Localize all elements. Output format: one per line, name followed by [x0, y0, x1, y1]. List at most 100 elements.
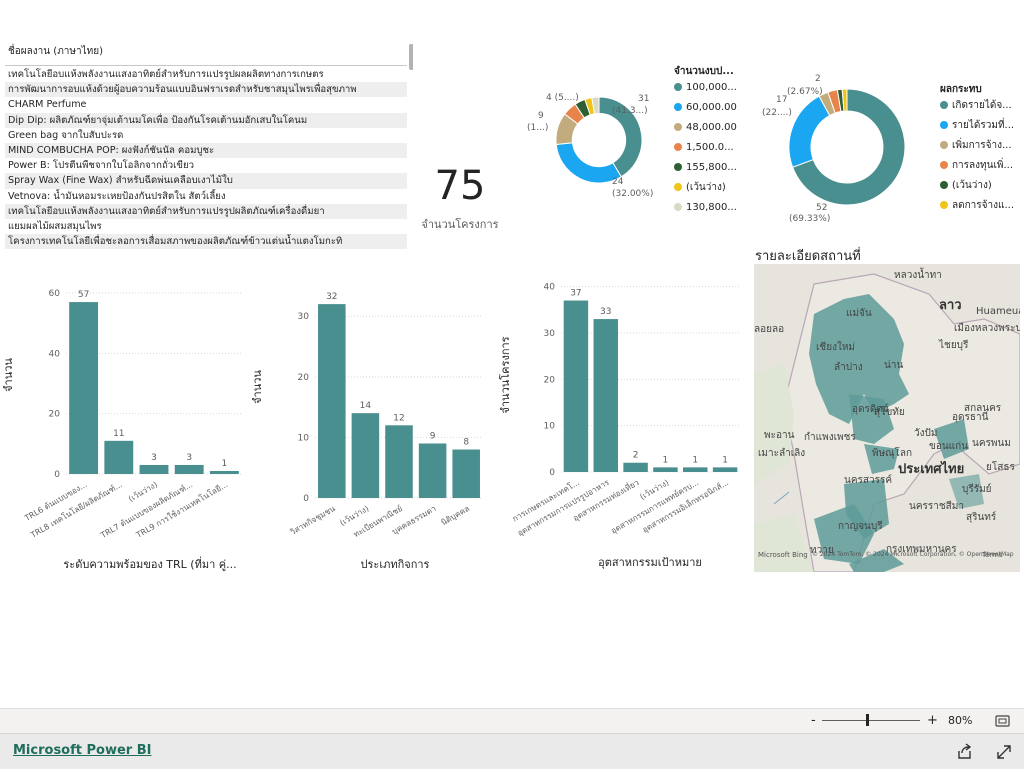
bing-logo: Microsoft Bing: [758, 551, 808, 559]
map-place-label: นครราชสีมา: [909, 501, 964, 512]
fullscreen-icon[interactable]: [995, 743, 1013, 761]
y-tick-label: 40: [544, 283, 556, 293]
legend-item[interactable]: เกิดรายได้จ...: [952, 99, 1012, 111]
table-row[interactable]: เทคโนโลยีอบแห้งพลังงานแสงอาทิตย์สำหรับกา…: [8, 69, 324, 80]
bar[interactable]: [418, 443, 447, 498]
donut-slice[interactable]: [791, 88, 906, 206]
donut2-label-a: 52: [816, 203, 827, 213]
table-row[interactable]: การพัฒนาการอบแห้งด้วยผู้อบความร้อนแบบอิน…: [5, 82, 407, 98]
zoom-slider-track[interactable]: [822, 720, 920, 721]
project-count-label: จำนวนโครงการ: [421, 218, 499, 231]
bar[interactable]: [683, 467, 708, 472]
map-place-label: เชียงใหม่: [816, 342, 856, 353]
map-place-label: ลอยลอ: [754, 324, 785, 335]
map-place-label: กรุงเทพมหานคร: [886, 544, 957, 555]
zoom-in-button[interactable]: +: [927, 713, 938, 728]
donut-slice[interactable]: [841, 88, 848, 112]
legend-item[interactable]: 100,000...: [686, 82, 737, 93]
map-terms-link[interactable]: Terms: [982, 551, 1003, 559]
zoom-slider-thumb[interactable]: [866, 714, 870, 726]
impact-donut-chart[interactable]: 2 (2.67%) 17 (22....) 52 (69.33%): [760, 55, 940, 225]
budget-legend[interactable]: จำนวนงบป... 100,000... 60,000.00 48,000.00…: [672, 60, 752, 220]
y-axis-title: จำนวนโครงการ: [498, 336, 512, 413]
map-place-label: วังปัม: [914, 428, 938, 439]
legend-item[interactable]: 1,500.0...: [686, 142, 734, 153]
impact-legend[interactable]: ผลกระทบ เกิดรายได้จ... รายได้รวมที่... เพิ…: [938, 78, 1022, 218]
bar-value-label: 11: [113, 429, 124, 439]
map-place-label: ลาว: [939, 298, 962, 313]
legend-item[interactable]: การลงทุนเพิ่...: [952, 157, 1013, 171]
bar[interactable]: [139, 464, 169, 474]
map-place-label: ลำปาง: [834, 362, 863, 373]
x-category-label: นิติบุคคล: [440, 504, 472, 528]
legend-item[interactable]: 155,800...: [686, 162, 737, 173]
bar[interactable]: [318, 304, 346, 498]
map-place-label: แม่จัน: [846, 308, 872, 319]
impact-donut-slices: [788, 88, 906, 206]
donut1-label-a: 31: [638, 94, 649, 104]
map-place-label: สกลนคร: [964, 403, 1002, 414]
business-type-bar-chart[interactable]: 010203032วิสาหกิจชุมชน14(เว้นว่าง)12ทะเบ…: [245, 270, 495, 580]
bar[interactable]: [452, 449, 480, 498]
bar[interactable]: [174, 464, 204, 474]
table-row[interactable]: CHARM Perfume: [8, 99, 87, 111]
bar[interactable]: [69, 302, 99, 474]
bar[interactable]: [385, 425, 413, 498]
donut-slice[interactable]: [591, 96, 600, 115]
bar[interactable]: [653, 467, 678, 472]
legend-item[interactable]: ลดการจ้างแ...: [952, 199, 1014, 211]
table-row[interactable]: Vetnova: น้ำมันหอมระเหยป้องกันปรสิตใน สั…: [8, 190, 226, 202]
legend-item[interactable]: (เว้นว่าง): [686, 181, 726, 193]
legend-item[interactable]: (เว้นว่าง): [952, 179, 992, 191]
map-place-label: กำแพงเพชร: [804, 432, 856, 443]
legend-item[interactable]: 48,000.00: [686, 122, 737, 133]
table-header[interactable]: ชื่อผลงาน (ภาษาไทย): [8, 46, 103, 57]
table-row[interactable]: Dip Dip: ผลิตภัณฑ์ยาจุ่มเต้านมโคเพื่อ ป้…: [5, 112, 407, 128]
legend-item[interactable]: 130,800...: [686, 202, 737, 213]
bar[interactable]: [563, 300, 589, 472]
map-title: รายละเอียดสถานที่: [755, 249, 861, 264]
bar[interactable]: [351, 413, 380, 498]
map-place-label: อุดรธานี: [952, 412, 989, 423]
table-scrollbar[interactable]: [409, 44, 413, 70]
map-place-label: สุรินทร์: [966, 512, 997, 523]
share-icon[interactable]: [956, 743, 974, 761]
map-place-label: สุโขทัย: [874, 407, 905, 418]
bar-value-label: 33: [600, 307, 611, 317]
table-row[interactable]: แยมผลไม้ผสมสมุนไพร: [8, 220, 102, 232]
bar[interactable]: [593, 319, 618, 472]
map-place-label: ทวาย: [810, 545, 834, 556]
table-row[interactable]: Green bag จากใบสับปะรด: [8, 129, 124, 141]
table-row[interactable]: เทคโนโลยีอบแห้งพลังงานแสงอาทิตย์สำหรับกา…: [5, 203, 407, 219]
donut-slice[interactable]: [788, 95, 831, 168]
table-row[interactable]: MIND COMBUCHA POP: ผงฟังก์ชันนัล คอมบูชะ: [5, 142, 407, 159]
industry-bar-chart[interactable]: 01020304037การเกษตรและเทคโ...33อุตสาหกรร…: [495, 270, 755, 580]
bar[interactable]: [209, 470, 239, 474]
table-row[interactable]: Power B: โปรตีนพืชจากใบโอลิกจากถั่วเขียว: [8, 160, 194, 172]
legend-item[interactable]: 60,000.00: [686, 102, 737, 113]
map-place-label: เมาะลำเลิง: [758, 448, 806, 459]
y-axis-title: จำนวน: [2, 358, 15, 392]
project-table[interactable]: ชื่อผลงาน (ภาษาไทย) เทคโนโลยีอบแห้งพลังง…: [5, 40, 413, 250]
table-row[interactable]: โครงการเทคโนโลยีเพื่อชะลอการเสื่อมสภาพขอ…: [5, 234, 407, 250]
legend-item[interactable]: เพิ่มการจ้าง...: [952, 137, 1012, 151]
zoom-out-button[interactable]: -: [811, 713, 816, 728]
legend-marker: [940, 121, 948, 129]
fit-to-page-icon[interactable]: [995, 714, 1011, 728]
map-attribution[interactable]: © 2024 TomTom, © 2024 Microsoft Corporat…: [812, 551, 1014, 558]
map-place-label: หลวงน้ำทา: [894, 270, 942, 281]
power-bi-link[interactable]: Microsoft Power BI: [13, 743, 152, 758]
y-tick-label: 20: [49, 410, 61, 420]
y-tick-label: 20: [298, 373, 310, 383]
bar[interactable]: [104, 440, 134, 474]
table-row[interactable]: Spray Wax (Fine Wax) สำหรับฉีดพ่นเคลือบเ…: [5, 173, 407, 189]
legend-item[interactable]: รายได้รวมที่...: [952, 117, 1014, 131]
map-place-label: ประเทศไทย: [898, 462, 965, 477]
budget-donut-chart[interactable]: 31 (41.3...) 24 (32.00%) 9 (1...) 4 (5..…: [520, 55, 770, 225]
y-tick-label: 0: [303, 494, 309, 504]
bar[interactable]: [712, 467, 738, 472]
impact-legend-title: ผลกระทบ: [940, 84, 982, 95]
bar[interactable]: [623, 462, 648, 472]
